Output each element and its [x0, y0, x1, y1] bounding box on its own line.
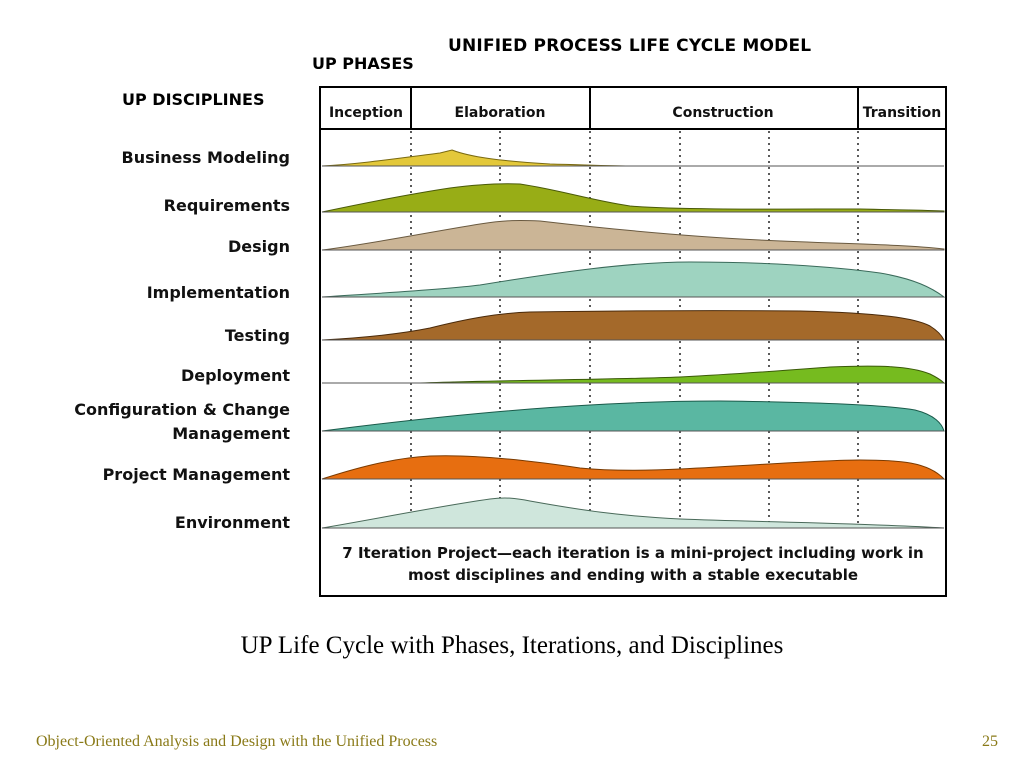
discipline-label-design: Design: [228, 237, 290, 256]
curve-requirements: [321, 183, 945, 213]
curve-environment: [321, 497, 945, 529]
discipline-label-implementation: Implementation: [146, 283, 290, 302]
discipline-label-environment: Environment: [174, 513, 290, 532]
phase-inception: Inception: [329, 105, 403, 121]
discipline-label-project-management: Project Management: [102, 465, 290, 484]
phase-construction: Construction: [672, 105, 773, 121]
discipline-label-configuration-change-management: Configuration & Change Management: [74, 400, 290, 443]
disciplines-heading: UP DISCIPLINES: [122, 90, 265, 109]
curve-project-management: [321, 455, 946, 480]
discipline-label-business-modeling: Business Modeling: [121, 148, 290, 167]
footer-course-title: Object-Oriented Analysis and Design with…: [36, 733, 438, 750]
curve-configuration-change-management: [321, 400, 945, 432]
phase-header-row: [319, 86, 947, 130]
phase-transition: Transition: [863, 105, 942, 121]
discipline-label-testing: Testing: [224, 326, 290, 345]
iteration-note: 7 Iteration Project—each iteration is a …: [342, 544, 924, 584]
footer-page-number: 25: [982, 733, 998, 750]
curve-business-modeling: [321, 149, 636, 167]
phases-heading: UP PHASES: [312, 54, 414, 73]
curve-deployment: [419, 365, 946, 384]
disciplines-panel: [319, 128, 947, 597]
curve-testing: [321, 310, 945, 341]
diagram-title: UNIFIED PROCESS LIFE CYCLE MODEL: [448, 36, 812, 56]
curve-implementation: [321, 261, 946, 298]
figure-caption: UP Life Cycle with Phases, Iterations, a…: [240, 632, 784, 659]
discipline-label-deployment: Deployment: [180, 366, 290, 385]
discipline-label-requirements: Requirements: [163, 196, 290, 215]
phase-elaboration: Elaboration: [455, 105, 546, 121]
curve-design: [321, 219, 945, 251]
